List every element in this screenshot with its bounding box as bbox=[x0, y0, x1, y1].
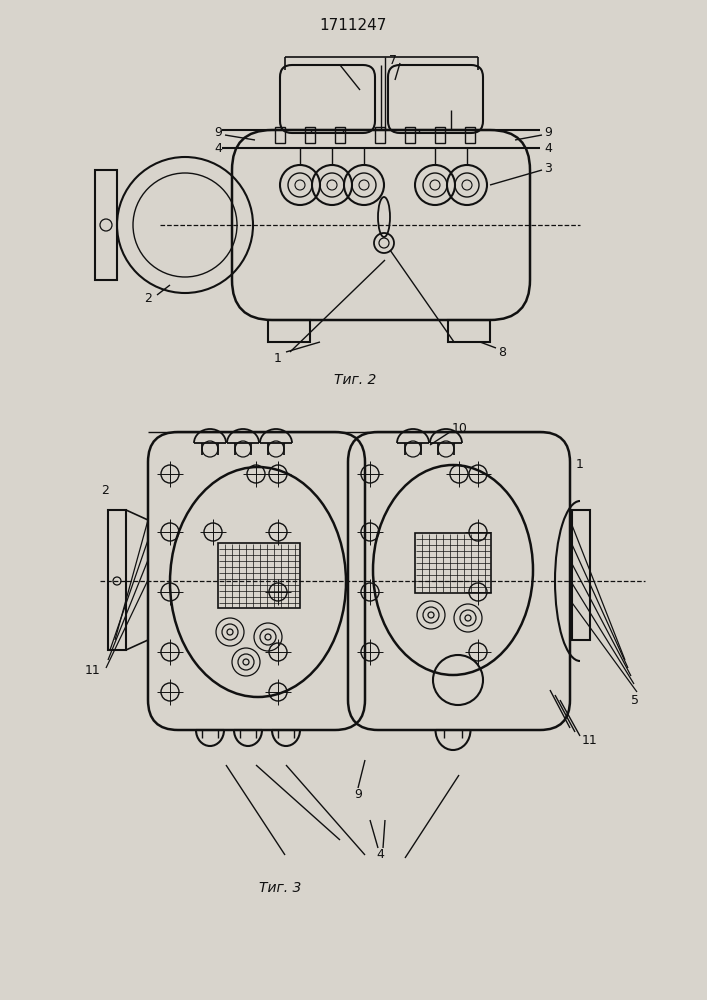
Text: Τиг. 3: Τиг. 3 bbox=[259, 881, 301, 895]
Text: 11: 11 bbox=[582, 734, 598, 746]
Text: 4: 4 bbox=[544, 141, 552, 154]
Text: 2: 2 bbox=[144, 292, 152, 304]
Bar bbox=[268, 320, 310, 342]
Bar bbox=[305, 127, 315, 143]
Bar bbox=[108, 510, 126, 650]
Text: 7: 7 bbox=[389, 53, 397, 66]
Text: 2: 2 bbox=[101, 484, 109, 496]
Text: 3: 3 bbox=[544, 161, 552, 174]
Text: 9: 9 bbox=[354, 788, 362, 802]
Bar bbox=[275, 127, 285, 143]
Text: 9: 9 bbox=[544, 126, 552, 139]
Text: 1711247: 1711247 bbox=[320, 17, 387, 32]
Text: 11: 11 bbox=[85, 664, 101, 676]
Bar bbox=[448, 320, 490, 342]
Text: 8: 8 bbox=[498, 346, 506, 359]
Text: Τиг. 2: Τиг. 2 bbox=[334, 373, 376, 387]
Text: 4: 4 bbox=[214, 141, 222, 154]
Text: 5: 5 bbox=[631, 694, 639, 706]
Text: 10: 10 bbox=[452, 422, 468, 434]
Text: 1: 1 bbox=[274, 352, 282, 364]
Bar bbox=[572, 510, 590, 640]
Bar bbox=[95, 170, 117, 280]
Bar bbox=[335, 127, 345, 143]
Bar bbox=[415, 533, 491, 593]
Bar bbox=[375, 127, 385, 143]
Bar bbox=[405, 127, 415, 143]
Text: 4: 4 bbox=[376, 848, 384, 861]
Bar bbox=[465, 127, 475, 143]
Text: 9: 9 bbox=[214, 126, 222, 139]
Text: 1: 1 bbox=[576, 458, 584, 472]
Bar bbox=[435, 127, 445, 143]
Bar bbox=[218, 543, 300, 608]
